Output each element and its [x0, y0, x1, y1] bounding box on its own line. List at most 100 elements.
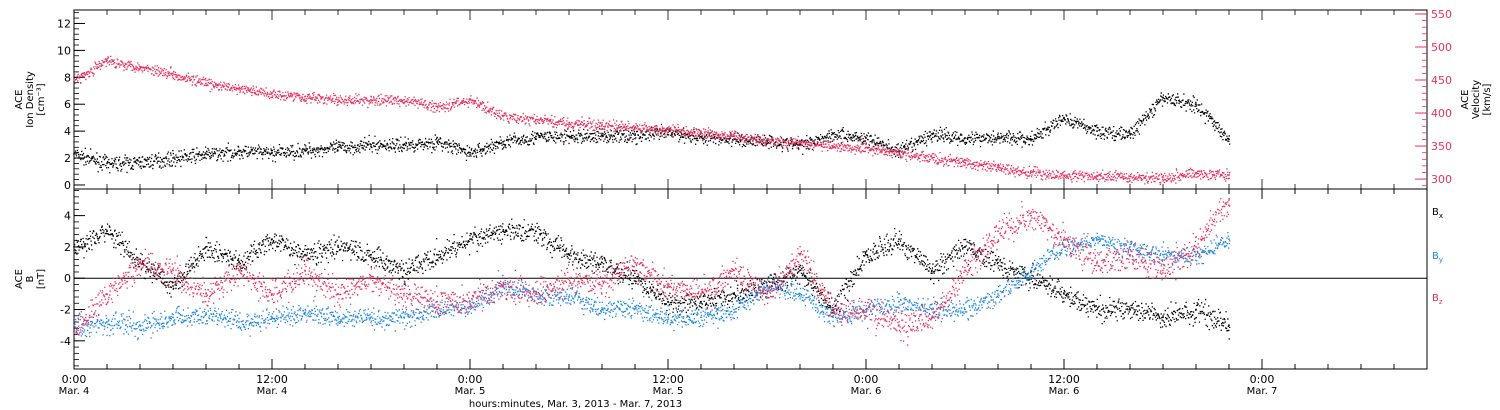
panel-frame	[73, 188, 1428, 370]
density-series-mark	[634, 134, 636, 137]
bx-series-mark	[271, 238, 273, 241]
by-series-mark	[172, 316, 174, 319]
y-tick-label: 0	[64, 179, 71, 192]
bx-series-mark	[1129, 308, 1131, 311]
bz-series-mark	[304, 269, 306, 272]
bx-series-mark	[634, 277, 636, 280]
by-series-mark	[1228, 238, 1230, 241]
velocity-series-mark	[1030, 171, 1032, 174]
density-series-mark	[568, 135, 570, 138]
density-series-mark	[106, 162, 108, 165]
density-series-mark	[172, 157, 174, 159]
x-ticks	[73, 10, 1428, 189]
x-tick-date: Mar. 7	[1247, 386, 1278, 397]
bz-series-mark	[370, 277, 372, 280]
x-tick-time: 0:00	[458, 373, 483, 386]
bz-series-mark	[667, 285, 669, 287]
density-series-mark	[832, 132, 834, 135]
density-series-mark	[1129, 132, 1131, 135]
bz-series-points	[74, 197, 1231, 346]
bz-series-mark	[1030, 214, 1032, 217]
bx-series-mark	[1195, 308, 1197, 311]
density-series-mark	[1096, 130, 1098, 133]
velocity-series-mark	[172, 72, 174, 75]
by-series-points	[74, 232, 1231, 341]
bx-series-mark	[304, 253, 306, 256]
x-tick-time: 12:00	[256, 373, 288, 386]
bx-series-points	[74, 218, 1231, 340]
velocity-series-mark	[766, 138, 768, 141]
legend-bz: Bz	[1432, 293, 1443, 306]
y-tick-label: 0	[64, 272, 71, 285]
bx-series-mark	[238, 261, 240, 264]
density-series-mark	[1063, 116, 1065, 119]
bz-series-mark	[1063, 238, 1065, 241]
velocity-series-mark	[1096, 174, 1098, 177]
bz-series-mark	[964, 269, 966, 272]
x-tick-time: 0:00	[854, 373, 879, 386]
by-series-mark	[403, 316, 405, 319]
bx-series-mark	[601, 261, 603, 264]
by-series-mark	[898, 300, 900, 303]
by-series-mark	[931, 308, 933, 311]
velocity-series-mark	[73, 79, 75, 81]
density-series-mark	[370, 143, 372, 146]
density-series-mark	[931, 132, 933, 135]
bx-series-mark	[997, 261, 999, 264]
legend-bx: Bx	[1432, 207, 1443, 220]
by-series-mark	[205, 313, 207, 316]
velocity-series-mark	[1195, 171, 1197, 174]
by-series-mark	[700, 316, 702, 319]
y-axis-title-line: ACE	[14, 269, 25, 289]
y2-tick-label: 300	[1431, 173, 1452, 186]
velocity-series-mark	[700, 132, 702, 134]
velocity-series-mark	[238, 87, 240, 90]
legend-by: By	[1432, 251, 1443, 264]
y2-tick-label: 500	[1431, 41, 1452, 54]
density-series-mark	[436, 141, 438, 143]
y2-tick-label: 350	[1431, 140, 1452, 153]
bx-series-mark	[502, 230, 504, 233]
bx-series-mark	[568, 253, 570, 256]
density-series-mark	[1228, 138, 1230, 141]
bx-series-mark	[1228, 324, 1230, 327]
by-series-mark	[139, 324, 141, 327]
bx-series-mark	[337, 246, 339, 248]
bz-series-mark	[1195, 246, 1197, 248]
velocity-series-mark	[667, 128, 669, 131]
bx-series-mark	[799, 269, 801, 272]
bx-series-mark	[469, 238, 471, 241]
y-tick-label: -2	[60, 304, 71, 317]
density-series-mark	[535, 135, 537, 138]
bz-series-mark	[1228, 199, 1230, 201]
y2-axis-title-line: [km/s]	[1482, 83, 1493, 115]
by-series-mark	[337, 316, 339, 319]
y-axis-right: 300 350 400 450 500 550 ACE Velocity [km/s]	[1415, 8, 1493, 187]
bz-series-mark	[601, 285, 603, 287]
by-series-mark	[73, 324, 75, 327]
by-series-mark	[568, 296, 570, 298]
velocity-series-mark	[304, 95, 306, 98]
density-series-mark	[304, 149, 306, 151]
bz-series-mark	[469, 300, 471, 303]
bx-series-mark	[403, 269, 405, 272]
bz-series-mark	[766, 293, 768, 295]
velocity-series-points	[74, 55, 1231, 186]
bx-series-mark	[733, 293, 735, 295]
density-series-mark	[469, 151, 471, 154]
velocity-series-mark	[436, 105, 438, 108]
y-axis-title: ACE B [nT]	[14, 269, 47, 289]
bz-series-mark	[106, 293, 108, 295]
bz-series	[73, 197, 1231, 346]
velocity-series-mark	[931, 157, 933, 159]
bx-series-mark	[73, 246, 75, 248]
x-tick-date: Mar. 4	[257, 386, 288, 397]
y-tick-label: 8	[64, 71, 71, 84]
velocity-series-mark	[370, 98, 372, 101]
x-tick-time: 0:00	[1250, 373, 1275, 386]
density-series-mark	[964, 137, 966, 139]
by-series-mark	[997, 293, 999, 295]
bz-series-mark	[1129, 253, 1131, 256]
